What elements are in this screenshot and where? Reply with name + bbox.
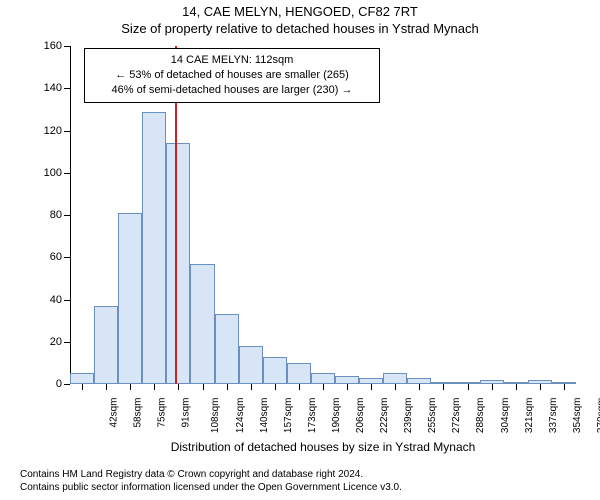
- x-tick-label: 42sqm: [109, 398, 120, 428]
- x-tick-label: 58sqm: [133, 398, 144, 428]
- x-tick: [443, 384, 444, 390]
- y-tick-label: 40: [50, 294, 62, 306]
- x-tick: [154, 384, 155, 390]
- x-tick: [371, 384, 372, 390]
- histogram-bar: [383, 373, 407, 384]
- y-tick: [64, 173, 70, 174]
- y-tick: [64, 300, 70, 301]
- footer-attribution: Contains HM Land Registry data © Crown c…: [20, 468, 402, 494]
- histogram-bar: [94, 306, 118, 384]
- x-tick: [492, 384, 493, 390]
- footer-line-2: Contains public sector information licen…: [20, 481, 402, 494]
- y-tick: [64, 342, 70, 343]
- x-tick-label: 91sqm: [181, 398, 192, 428]
- x-tick: [203, 384, 204, 390]
- histogram-bar: [215, 314, 239, 384]
- x-tick-label: 190sqm: [331, 398, 342, 434]
- x-axis-label: Distribution of detached houses by size …: [171, 440, 476, 454]
- annotation-box: 14 CAE MELYN: 112sqm← 53% of detached of…: [84, 48, 380, 103]
- histogram-bar: [311, 373, 335, 384]
- histogram-bar: [166, 143, 190, 384]
- histogram-bar: [190, 264, 214, 384]
- y-axis-line: [70, 46, 71, 384]
- x-tick-label: 140sqm: [259, 398, 270, 434]
- histogram-bar: [263, 357, 287, 384]
- x-tick: [564, 384, 565, 390]
- x-tick: [323, 384, 324, 390]
- x-tick-label: 255sqm: [427, 398, 438, 434]
- x-tick: [178, 384, 179, 390]
- y-tick-label: 80: [50, 209, 62, 221]
- annotation-line: 46% of semi-detached houses are larger (…: [91, 83, 373, 98]
- x-tick: [130, 384, 131, 390]
- x-tick: [419, 384, 420, 390]
- histogram-bar: [142, 112, 166, 385]
- chart-title-sub: Size of property relative to detached ho…: [0, 21, 600, 38]
- x-tick: [516, 384, 517, 390]
- x-tick: [468, 384, 469, 390]
- y-tick: [64, 384, 70, 385]
- x-tick-label: 75sqm: [157, 398, 168, 428]
- x-tick-label: 272sqm: [451, 398, 462, 434]
- x-tick: [106, 384, 107, 390]
- x-tick-label: 321sqm: [524, 398, 535, 434]
- y-tick: [64, 88, 70, 89]
- y-tick-label: 60: [50, 251, 62, 263]
- x-tick-label: 239sqm: [403, 398, 414, 434]
- x-tick-label: 370sqm: [596, 398, 600, 434]
- chart-title-main: 14, CAE MELYN, HENGOED, CF82 7RT: [0, 4, 600, 21]
- x-tick-label: 288sqm: [476, 398, 487, 434]
- y-tick-label: 100: [44, 167, 62, 179]
- annotation-line: 14 CAE MELYN: 112sqm: [91, 53, 373, 68]
- x-tick: [540, 384, 541, 390]
- x-tick-label: 124sqm: [235, 398, 246, 434]
- x-tick-label: 157sqm: [283, 398, 294, 434]
- y-tick: [64, 46, 70, 47]
- x-tick-label: 173sqm: [307, 398, 318, 434]
- x-tick-label: 354sqm: [572, 398, 583, 434]
- y-tick-label: 20: [50, 336, 62, 348]
- y-tick: [64, 257, 70, 258]
- x-tick-label: 206sqm: [355, 398, 366, 434]
- x-tick-label: 222sqm: [379, 398, 390, 434]
- x-tick: [299, 384, 300, 390]
- y-tick-label: 120: [44, 125, 62, 137]
- x-tick: [227, 384, 228, 390]
- x-tick: [275, 384, 276, 390]
- x-tick-label: 108sqm: [211, 398, 222, 434]
- histogram-bar: [287, 363, 311, 384]
- y-tick-label: 0: [56, 378, 62, 390]
- histogram-bar: [239, 346, 263, 384]
- x-tick-label: 304sqm: [500, 398, 511, 434]
- histogram-bar: [335, 376, 359, 384]
- x-tick: [347, 384, 348, 390]
- x-tick: [82, 384, 83, 390]
- histogram-bar: [70, 373, 94, 384]
- footer-line-1: Contains HM Land Registry data © Crown c…: [20, 468, 402, 481]
- y-tick-label: 140: [44, 82, 62, 94]
- y-tick-label: 160: [44, 40, 62, 52]
- x-tick-label: 337sqm: [548, 398, 559, 434]
- annotation-line: ← 53% of detached of houses are smaller …: [91, 68, 373, 83]
- y-tick: [64, 131, 70, 132]
- y-tick: [64, 215, 70, 216]
- histogram-bar: [118, 213, 142, 384]
- x-tick: [395, 384, 396, 390]
- x-tick: [251, 384, 252, 390]
